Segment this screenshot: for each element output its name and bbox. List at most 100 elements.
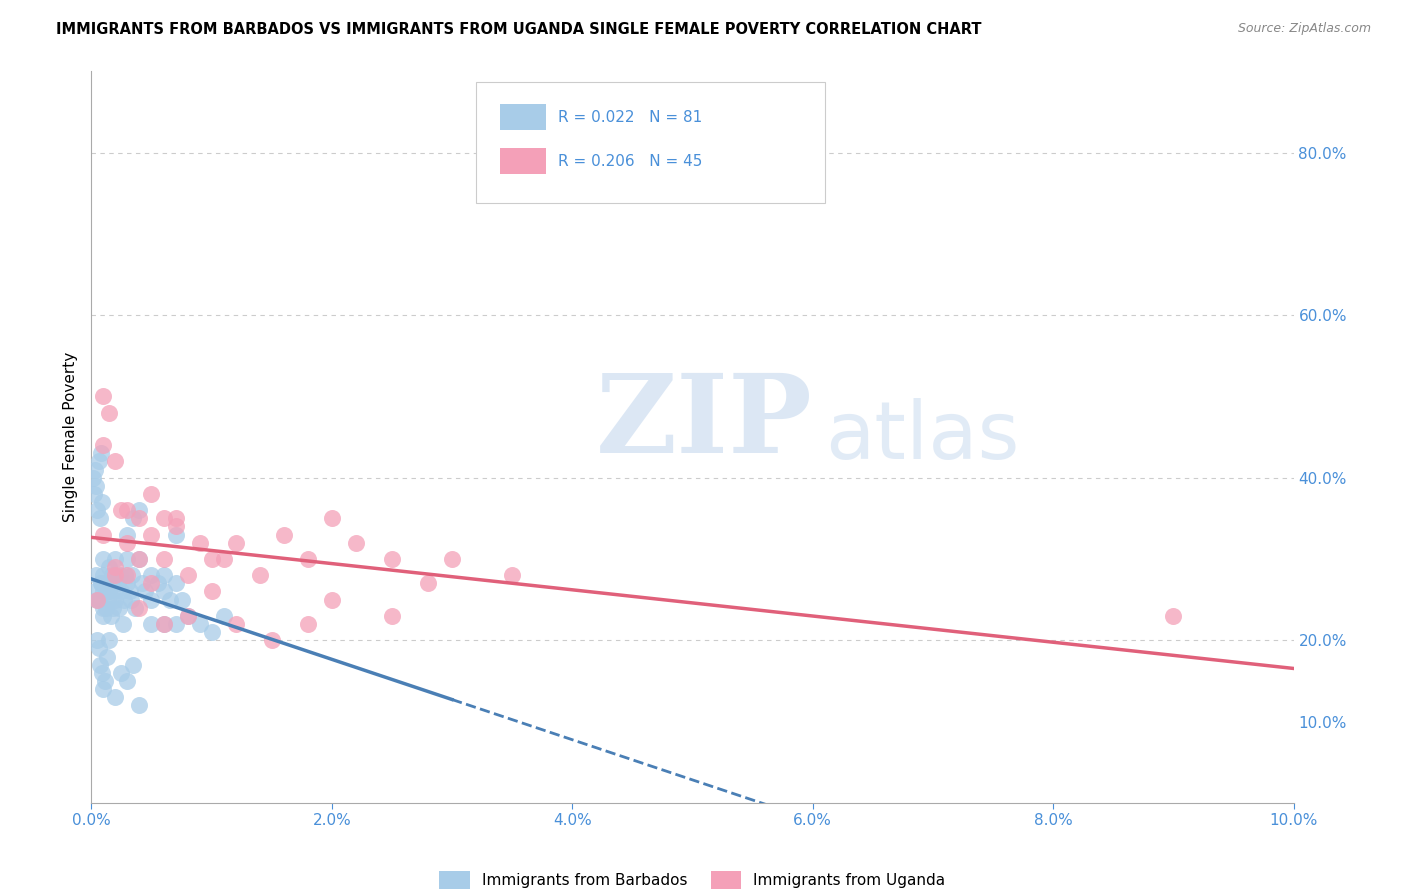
Point — [128, 511, 150, 525]
Point — [98, 633, 121, 648]
Point — [93, 552, 115, 566]
Point — [297, 552, 319, 566]
Point — [93, 389, 115, 403]
Point — [97, 592, 120, 607]
Point — [128, 698, 150, 713]
Point — [84, 462, 107, 476]
Point — [212, 552, 235, 566]
Point — [96, 576, 118, 591]
Point — [110, 665, 132, 680]
Point — [165, 576, 187, 591]
Text: IMMIGRANTS FROM BARBADOS VS IMMIGRANTS FROM UGANDA SINGLE FEMALE POVERTY CORRELA: IMMIGRANTS FROM BARBADOS VS IMMIGRANTS F… — [56, 22, 981, 37]
Point — [93, 600, 115, 615]
Point — [93, 438, 115, 452]
Point — [152, 584, 174, 599]
Point — [128, 552, 150, 566]
Point — [273, 527, 295, 541]
Point — [122, 511, 145, 525]
Point — [188, 535, 211, 549]
Point — [104, 552, 127, 566]
Point — [108, 600, 131, 615]
Point — [111, 617, 134, 632]
Point — [165, 617, 187, 632]
Point — [86, 592, 108, 607]
Point — [93, 681, 115, 696]
Point — [152, 617, 174, 632]
Point — [94, 584, 117, 599]
Point — [101, 568, 124, 582]
Point — [440, 552, 463, 566]
Point — [104, 584, 127, 599]
Point — [100, 608, 122, 623]
Point — [117, 527, 139, 541]
Point — [90, 446, 112, 460]
Point — [94, 600, 117, 615]
Legend: Immigrants from Barbados, Immigrants from Uganda: Immigrants from Barbados, Immigrants fro… — [433, 865, 952, 892]
Point — [93, 527, 115, 541]
Point — [165, 519, 187, 533]
Text: ZIP: ZIP — [596, 369, 813, 476]
Point — [121, 568, 143, 582]
Point — [103, 576, 125, 591]
Point — [165, 527, 187, 541]
Point — [141, 487, 163, 501]
Point — [117, 535, 139, 549]
Point — [1161, 608, 1184, 623]
Point — [112, 592, 135, 607]
Point — [120, 592, 142, 607]
Point — [134, 584, 156, 599]
Point — [104, 568, 127, 582]
FancyBboxPatch shape — [501, 104, 546, 130]
Point — [101, 600, 124, 615]
Point — [249, 568, 271, 582]
Point — [93, 584, 115, 599]
Point — [416, 576, 439, 591]
Point — [90, 576, 112, 591]
Point — [128, 600, 150, 615]
Point — [176, 568, 198, 582]
Point — [159, 592, 181, 607]
Text: Source: ZipAtlas.com: Source: ZipAtlas.com — [1237, 22, 1371, 36]
Point — [89, 511, 111, 525]
Point — [260, 633, 283, 648]
Point — [87, 592, 110, 607]
Point — [98, 406, 121, 420]
Point — [117, 503, 139, 517]
Point — [146, 576, 169, 591]
Point — [165, 511, 187, 525]
Point — [93, 568, 115, 582]
Point — [201, 625, 224, 640]
Point — [141, 617, 163, 632]
Point — [110, 503, 132, 517]
Point — [86, 592, 108, 607]
Point — [141, 527, 163, 541]
Point — [225, 535, 247, 549]
Point — [83, 487, 105, 501]
Point — [117, 552, 139, 566]
Point — [86, 633, 108, 648]
Point — [201, 552, 224, 566]
Point — [128, 503, 150, 517]
Point — [152, 511, 174, 525]
Point — [321, 511, 343, 525]
Point — [98, 560, 121, 574]
Point — [82, 471, 104, 485]
Point — [87, 641, 110, 656]
Point — [104, 454, 127, 468]
Text: R = 0.022   N = 81: R = 0.022 N = 81 — [558, 110, 702, 125]
Point — [118, 584, 141, 599]
Point — [104, 690, 127, 705]
Point — [93, 673, 115, 688]
Point — [91, 665, 114, 680]
Point — [117, 568, 139, 582]
Point — [381, 608, 404, 623]
Text: R = 0.206   N = 45: R = 0.206 N = 45 — [558, 153, 702, 169]
Point — [188, 617, 211, 632]
Point — [381, 552, 404, 566]
Point — [87, 454, 110, 468]
Point — [93, 608, 115, 623]
Point — [98, 584, 121, 599]
Point — [117, 576, 139, 591]
Point — [84, 568, 107, 582]
Point — [84, 479, 107, 493]
